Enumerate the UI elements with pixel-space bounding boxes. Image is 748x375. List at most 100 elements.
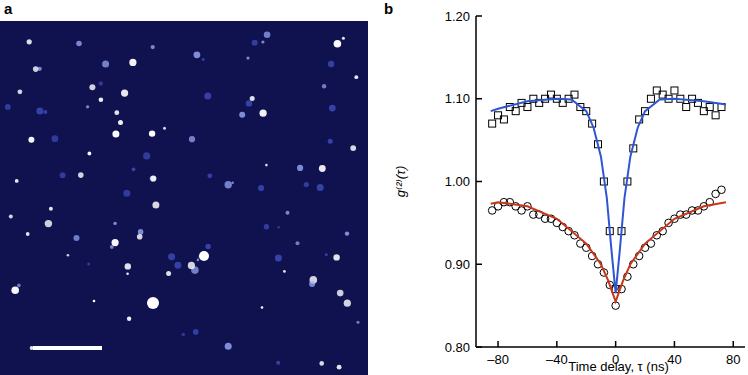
y-tick [476, 15, 482, 17]
spot [60, 172, 66, 178]
panel-label: a [4, 0, 13, 17]
spot [118, 120, 123, 125]
spot [337, 365, 342, 370]
spot [9, 214, 13, 218]
spot [207, 173, 212, 178]
spot [239, 112, 245, 118]
spot [112, 130, 119, 137]
x-tick [674, 341, 676, 347]
spot [286, 211, 290, 215]
spot [333, 254, 339, 260]
spot [345, 231, 349, 235]
spot [344, 300, 351, 307]
spot [127, 317, 131, 321]
spot [189, 136, 195, 142]
spot [121, 90, 128, 97]
spot [74, 235, 80, 241]
y-tick-label: 0.80 [445, 340, 470, 355]
spot [225, 343, 232, 350]
spot [260, 110, 267, 117]
spot [337, 290, 344, 297]
spot [49, 207, 53, 211]
spot [152, 202, 159, 209]
spot [129, 59, 136, 66]
spot [188, 262, 195, 269]
x-tick [615, 341, 617, 347]
spot [87, 263, 90, 266]
spot [193, 329, 199, 335]
spot [30, 346, 34, 350]
spot [357, 321, 360, 324]
spot [149, 176, 155, 182]
data-point [512, 108, 519, 115]
spot [78, 172, 84, 178]
spot [26, 232, 30, 236]
data-point [683, 104, 690, 111]
spot [102, 60, 109, 67]
data-point [571, 91, 578, 98]
spot [250, 96, 255, 101]
x-tick [732, 341, 734, 347]
spot [137, 234, 143, 240]
spot [132, 167, 136, 171]
spot [112, 239, 119, 246]
y-axis-label: g⁽²⁾(τ) [393, 166, 408, 197]
spot [261, 40, 264, 43]
spot [205, 244, 210, 249]
spot [297, 165, 303, 171]
spot [261, 306, 264, 309]
spot [199, 251, 209, 261]
data-point [524, 104, 531, 111]
spot [5, 104, 11, 110]
spot [123, 190, 130, 197]
x-axis-label: Time delay, τ (ns) [568, 359, 669, 374]
spot [328, 139, 333, 144]
spot [328, 61, 334, 67]
spot [232, 182, 234, 184]
spot [93, 300, 96, 303]
spot [304, 182, 309, 187]
data-point [671, 87, 678, 94]
x-axis [476, 346, 745, 348]
data-point [489, 120, 496, 127]
spot [67, 254, 70, 257]
data-point [718, 186, 726, 194]
spot [15, 179, 19, 183]
spot [174, 262, 181, 269]
y-tick-label: 1.00 [445, 174, 470, 189]
spot [151, 45, 155, 49]
y-tick-label: 0.90 [445, 257, 470, 272]
x-tick-label: –80 [487, 352, 509, 367]
spot [36, 108, 43, 115]
image-panel: a [0, 0, 368, 375]
spot [317, 184, 324, 191]
spot [43, 110, 47, 114]
spot [113, 222, 116, 225]
spot [150, 175, 156, 181]
spot [18, 89, 23, 94]
x-tick [497, 341, 499, 347]
spot [163, 127, 166, 130]
spot [114, 110, 119, 115]
spot [296, 241, 300, 245]
x-tick [556, 341, 558, 347]
panel-label: b [384, 0, 393, 17]
spot [89, 84, 95, 90]
spot [125, 263, 131, 269]
spot [322, 84, 326, 88]
spot [342, 37, 345, 40]
spot [246, 100, 252, 106]
spot [275, 254, 282, 261]
x-tick-label: –40 [546, 352, 568, 367]
spot [99, 82, 103, 86]
spot [168, 253, 175, 260]
spot [182, 333, 185, 336]
spot [265, 164, 268, 167]
spot [110, 245, 114, 249]
y-tick [476, 181, 482, 183]
spot [252, 40, 258, 46]
spot [319, 165, 326, 172]
micrograph-spots [5, 31, 360, 369]
x-tick-label: 40 [667, 352, 681, 367]
spot [88, 152, 92, 156]
